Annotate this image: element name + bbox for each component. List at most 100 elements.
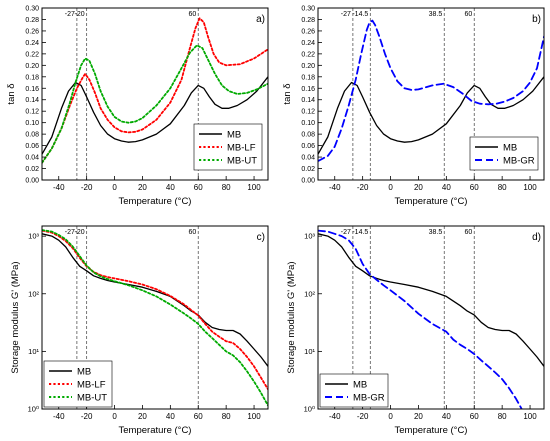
- y-tick-label: 0.28: [25, 17, 39, 24]
- x-tick-label: 40: [442, 412, 451, 421]
- y-tick-label: 0.24: [301, 40, 315, 47]
- x-tick-label: 0: [388, 412, 393, 421]
- y-tick-label: 0.14: [301, 97, 315, 104]
- chart-panel-1: -27 -20 60-40 -20 0 20 40 60 80 1000.000.020.040.…: [6, 6, 269, 207]
- y-tick-label: 0.00: [25, 178, 39, 185]
- series-line-mb-ut: [42, 44, 268, 164]
- y-tick-label: 0.04: [301, 155, 315, 162]
- y-tick-label: 10⁰: [304, 405, 315, 414]
- y-tick-label: 0.12: [301, 109, 315, 116]
- legend-label: MB-UT: [227, 156, 257, 167]
- y-axis-label: Storage modulus G' (MPa): [286, 261, 297, 373]
- x-axis-label: Temperature (°C): [119, 196, 192, 207]
- y-tick-label: 10²: [304, 289, 315, 298]
- legend-label: MB: [227, 130, 241, 141]
- reference-line-label: -27: [65, 229, 75, 236]
- reference-line-label: 38.5: [429, 229, 443, 236]
- x-axis-label: Temperature (°C): [395, 425, 468, 436]
- x-tick-label: -20: [357, 412, 369, 421]
- legend-label: MB: [77, 367, 91, 378]
- x-tick-label: -40: [329, 412, 341, 421]
- y-tick-label: 0.30: [25, 6, 39, 13]
- x-tick-label: 100: [247, 412, 261, 421]
- series-line-mb: [42, 76, 268, 155]
- y-tick-label: 10¹: [28, 347, 39, 356]
- x-tick-label: 60: [194, 183, 203, 192]
- legend: MB MB-GR: [469, 136, 539, 171]
- reference-line-label: -14.5: [352, 229, 368, 236]
- x-tick-label: 20: [138, 412, 147, 421]
- legend: MB MB-GR: [319, 373, 389, 408]
- x-tick-label: -20: [81, 183, 93, 192]
- x-tick-label: 60: [194, 412, 203, 421]
- x-tick-label: 60: [470, 412, 479, 421]
- legend-label: MB-GR: [503, 156, 535, 167]
- x-tick-label: -40: [329, 183, 341, 192]
- panel-label: d): [532, 232, 541, 243]
- legend: MB MB-LF MB-UT: [193, 123, 263, 171]
- reference-line-label: 60: [464, 229, 472, 236]
- reference-line-label: 60: [464, 11, 472, 18]
- x-tick-label: 80: [222, 412, 231, 421]
- legend-box: [469, 136, 539, 171]
- series-line-mb: [318, 233, 544, 367]
- plot-frame: [41, 225, 269, 410]
- legend-label: MB: [353, 380, 367, 391]
- y-tick-label: 0.22: [301, 51, 315, 58]
- panel-label: b): [532, 14, 541, 25]
- y-tick-label: 10³: [304, 232, 315, 241]
- y-tick-label: 0.18: [25, 74, 39, 81]
- y-tick-label: 0.02: [25, 166, 39, 173]
- series-line-mb-gr: [318, 19, 544, 162]
- x-tick-label: 100: [523, 412, 537, 421]
- x-tick-label: 80: [498, 412, 507, 421]
- reference-line-label: -20: [75, 11, 85, 18]
- x-tick-label: 0: [112, 183, 117, 192]
- y-tick-label: 0.10: [301, 120, 315, 127]
- y-tick-label: 0.04: [25, 155, 39, 162]
- y-tick-label: 0.16: [301, 86, 315, 93]
- x-tick-label: 0: [388, 183, 393, 192]
- chart-panel-4: -27 -14.5 38.5 60 -40 -20 0 20 40 60 80 100 10⁰ 10¹ 10…: [286, 225, 545, 436]
- y-tick-label: 10³: [28, 232, 39, 241]
- x-tick-label: 20: [138, 183, 147, 192]
- series-line-mb: [42, 233, 268, 367]
- y-tick-label: 0.10: [25, 120, 39, 127]
- series-line-mb-gr: [318, 229, 523, 409]
- plot-frame: [41, 7, 269, 181]
- x-tick-label: 40: [166, 183, 175, 192]
- x-tick-label: 40: [442, 183, 451, 192]
- y-tick-label: 0.30: [301, 6, 315, 13]
- y-axis-label: tan δ: [282, 83, 293, 104]
- series-line-mb-ut: [42, 229, 268, 407]
- y-tick-label: 10²: [28, 289, 39, 298]
- x-tick-label: 0: [112, 412, 117, 421]
- reference-line-label: -27: [341, 229, 351, 236]
- x-axis-label: Temperature (°C): [395, 196, 468, 207]
- x-tick-label: 80: [498, 183, 507, 192]
- y-tick-label: 10¹: [304, 347, 315, 356]
- x-tick-label: -40: [53, 412, 65, 421]
- plot-frame: [317, 7, 545, 181]
- y-tick-label: 0.20: [25, 63, 39, 70]
- y-axis-label: Storage modulus G' (MPa): [10, 261, 21, 373]
- reference-line-label: 38.5: [429, 11, 443, 18]
- y-tick-label: 0.14: [25, 97, 39, 104]
- legend-label: MB-UT: [77, 393, 107, 404]
- legend-label: MB-LF: [227, 143, 256, 154]
- y-tick-label: 0.24: [25, 40, 39, 47]
- x-tick-label: 40: [166, 412, 175, 421]
- y-tick-label: 0.28: [301, 17, 315, 24]
- series-line-mb-lf: [42, 17, 268, 164]
- reference-line-label: 60: [188, 11, 196, 18]
- y-tick-label: 10⁰: [28, 405, 39, 414]
- y-tick-label: 0.18: [301, 74, 315, 81]
- x-tick-label: -20: [81, 412, 93, 421]
- chart-panel-3: -27 -20 60-40 -20 0 20 40 60 80 10010⁰10¹10²10³Te…: [10, 225, 269, 436]
- x-tick-label: 100: [247, 183, 261, 192]
- panel-label: a): [256, 14, 265, 25]
- reference-line-label: -27: [341, 11, 351, 18]
- legend-label: MB: [503, 143, 517, 154]
- y-tick-label: 0.26: [301, 28, 315, 35]
